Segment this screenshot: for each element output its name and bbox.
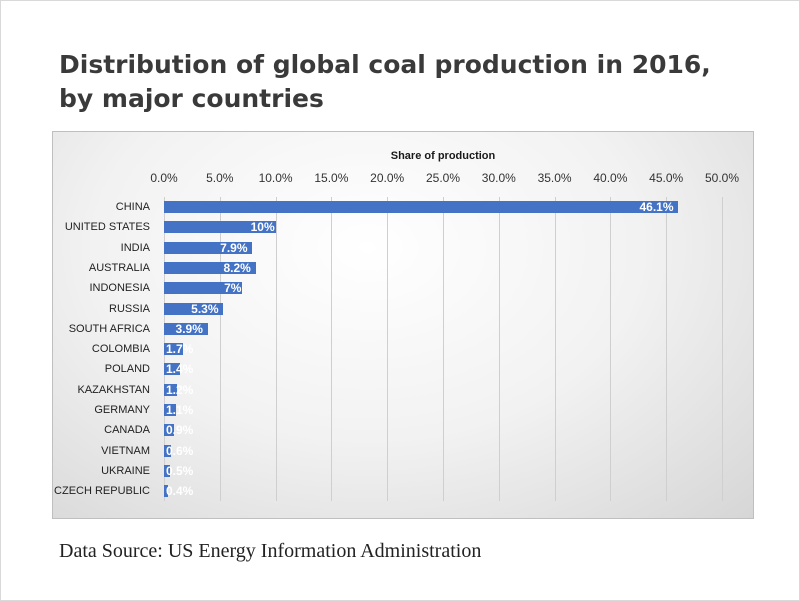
data-label: 0.4% xyxy=(166,484,194,499)
category-label: CANADA xyxy=(104,424,150,437)
data-source: Data Source: US Energy Information Admin… xyxy=(59,540,482,562)
data-label: 1.4% xyxy=(166,362,194,377)
data-label: 10% xyxy=(250,220,275,235)
category-label: VIETNAM xyxy=(101,444,150,457)
bar xyxy=(164,424,175,437)
data-label: 7% xyxy=(224,281,242,296)
gridline xyxy=(666,197,668,501)
data-label: 7.9% xyxy=(220,240,248,255)
bar xyxy=(164,221,276,234)
category-label: CZECH REPUBLIC xyxy=(54,485,150,498)
data-label: 0.6% xyxy=(166,443,194,458)
x-tick-label: 35.0% xyxy=(537,171,572,185)
category-label: INDONESIA xyxy=(89,282,150,295)
category-label: CHINA xyxy=(115,201,150,213)
gridline xyxy=(610,197,612,501)
gridline xyxy=(443,197,444,501)
data-label: 1.7% xyxy=(166,342,194,357)
x-axis-title: Share of production xyxy=(390,150,496,162)
x-tick-label: 20.0% xyxy=(370,171,405,185)
bar xyxy=(164,444,171,457)
bar xyxy=(164,343,183,356)
data-label: 3.9% xyxy=(175,321,203,336)
chart-title: Distribution of global coal production i… xyxy=(59,50,711,113)
category-label: UKRAINE xyxy=(101,464,150,477)
data-label: 1.1% xyxy=(166,403,194,417)
category-label: KAZAKHSTAN xyxy=(77,383,150,396)
gridline xyxy=(275,197,277,501)
data-label: 8.2% xyxy=(223,260,251,275)
x-tick-label: 5.0% xyxy=(206,171,234,185)
gridline xyxy=(331,197,333,501)
bar xyxy=(164,241,253,254)
bar xyxy=(164,464,170,477)
gridline xyxy=(219,197,221,501)
gridline xyxy=(498,197,500,501)
x-tick-label: 30.0% xyxy=(481,171,516,185)
bar xyxy=(164,404,177,416)
gridline xyxy=(722,197,723,501)
x-tick-label: 0.0% xyxy=(150,171,178,185)
data-label: 1.2% xyxy=(166,382,194,397)
gridline xyxy=(387,197,389,501)
category-label: GERMANY xyxy=(94,404,150,416)
data-label: 0.5% xyxy=(166,463,194,478)
bar xyxy=(164,383,178,396)
data-label: 5.3% xyxy=(191,301,219,316)
category-label: COLOMBIA xyxy=(91,343,150,356)
x-tick-label: 25.0% xyxy=(425,171,461,185)
gridline xyxy=(554,197,556,501)
x-tick-label: 15.0% xyxy=(314,171,349,185)
bar xyxy=(164,363,180,376)
x-tick-label: 10.0% xyxy=(258,171,293,185)
chart-panel: Share of production 0.0% 5.0% 10.0% 15.0% 20… xyxy=(52,131,754,519)
bar xyxy=(164,201,679,213)
category-label: AUSTRALIA xyxy=(88,261,150,274)
category-label: POLAND xyxy=(104,363,150,376)
category-label: SOUTH AFRICA xyxy=(68,322,150,335)
x-tick-label: 50.0% xyxy=(704,171,740,185)
bar xyxy=(164,322,208,335)
category-label: UNITED STATES xyxy=(64,221,150,234)
data-label: 0.9% xyxy=(166,423,194,438)
data-label: 46.1% xyxy=(639,200,674,214)
bar xyxy=(164,302,224,315)
bar xyxy=(164,282,243,295)
bar xyxy=(164,261,256,274)
x-tick-label: 45.0% xyxy=(649,171,684,185)
category-label: RUSSIA xyxy=(109,302,150,315)
x-tick-label: 40.0% xyxy=(593,171,628,185)
bar xyxy=(164,485,169,498)
category-label: INDIA xyxy=(120,241,150,254)
